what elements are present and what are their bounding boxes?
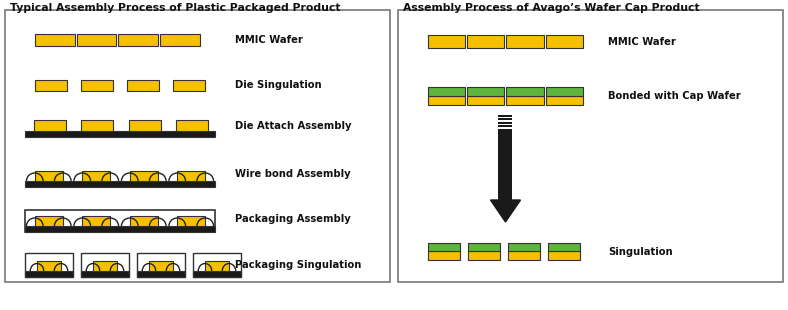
Bar (467, 96, 504, 105)
Text: Wire bond Assembly: Wire bond Assembly (235, 169, 351, 179)
Bar (546, 35, 583, 48)
Bar (137, 253, 185, 277)
Bar (499, 117, 512, 118)
Bar (499, 120, 512, 122)
Bar (205, 261, 229, 271)
Text: Packaging Singulation: Packaging Singulation (235, 260, 362, 270)
Bar (34, 120, 65, 131)
Bar (193, 253, 241, 277)
Bar (35, 171, 63, 181)
Bar (130, 171, 158, 181)
Bar (81, 253, 129, 277)
Bar (81, 271, 129, 277)
Bar (546, 87, 583, 96)
Bar (428, 243, 460, 251)
Bar (35, 34, 75, 46)
Bar (177, 171, 205, 181)
Bar (499, 113, 512, 200)
Bar (93, 261, 117, 271)
Bar (76, 34, 117, 46)
Text: MMIC Wafer: MMIC Wafer (608, 37, 676, 47)
Bar (149, 261, 173, 271)
Bar (398, 10, 783, 282)
Bar (176, 120, 208, 131)
Text: Packaging Assembly: Packaging Assembly (235, 214, 351, 224)
Bar (37, 261, 61, 271)
Bar (468, 243, 500, 251)
Text: Assembly Process of Avago’s Wafer Cap Product: Assembly Process of Avago’s Wafer Cap Pr… (403, 3, 700, 13)
Bar (467, 87, 504, 96)
Bar (25, 226, 215, 232)
Bar (35, 216, 63, 226)
Bar (193, 271, 241, 277)
Bar (499, 123, 512, 125)
Bar (507, 35, 544, 48)
Bar (548, 243, 580, 251)
Bar (499, 127, 512, 129)
Bar (128, 120, 161, 131)
Text: Die Singulation: Die Singulation (235, 80, 322, 90)
Bar (508, 243, 540, 251)
Bar (81, 80, 113, 91)
Text: Typical Assembly Process of Plastic Packaged Product: Typical Assembly Process of Plastic Pack… (10, 3, 340, 13)
Bar (507, 96, 544, 105)
Text: Bonded with Cap Wafer: Bonded with Cap Wafer (608, 91, 741, 101)
Text: Die Attach Assembly: Die Attach Assembly (235, 121, 351, 131)
Bar (81, 120, 113, 131)
Bar (82, 171, 110, 181)
Bar (82, 216, 110, 226)
Text: Singulation: Singulation (608, 247, 673, 257)
Bar (428, 251, 460, 260)
Bar (546, 96, 583, 105)
Bar (177, 216, 205, 226)
Bar (130, 216, 158, 226)
Bar (25, 271, 73, 277)
Bar (127, 80, 159, 91)
Bar (467, 35, 504, 48)
Bar (5, 10, 390, 282)
Bar (25, 253, 73, 277)
Bar (507, 87, 544, 96)
Bar (35, 80, 67, 91)
Bar (428, 35, 465, 48)
Bar (508, 251, 540, 260)
Bar (160, 34, 200, 46)
Polygon shape (490, 200, 521, 222)
Bar (428, 96, 465, 105)
Bar (118, 34, 158, 46)
Text: MMIC Wafer: MMIC Wafer (235, 35, 303, 45)
Bar (25, 210, 215, 232)
Bar (428, 87, 465, 96)
Bar (173, 80, 205, 91)
Bar (499, 113, 512, 114)
Bar (468, 251, 500, 260)
Bar (25, 131, 215, 137)
Bar (137, 271, 185, 277)
Bar (548, 251, 580, 260)
Bar (25, 181, 215, 187)
